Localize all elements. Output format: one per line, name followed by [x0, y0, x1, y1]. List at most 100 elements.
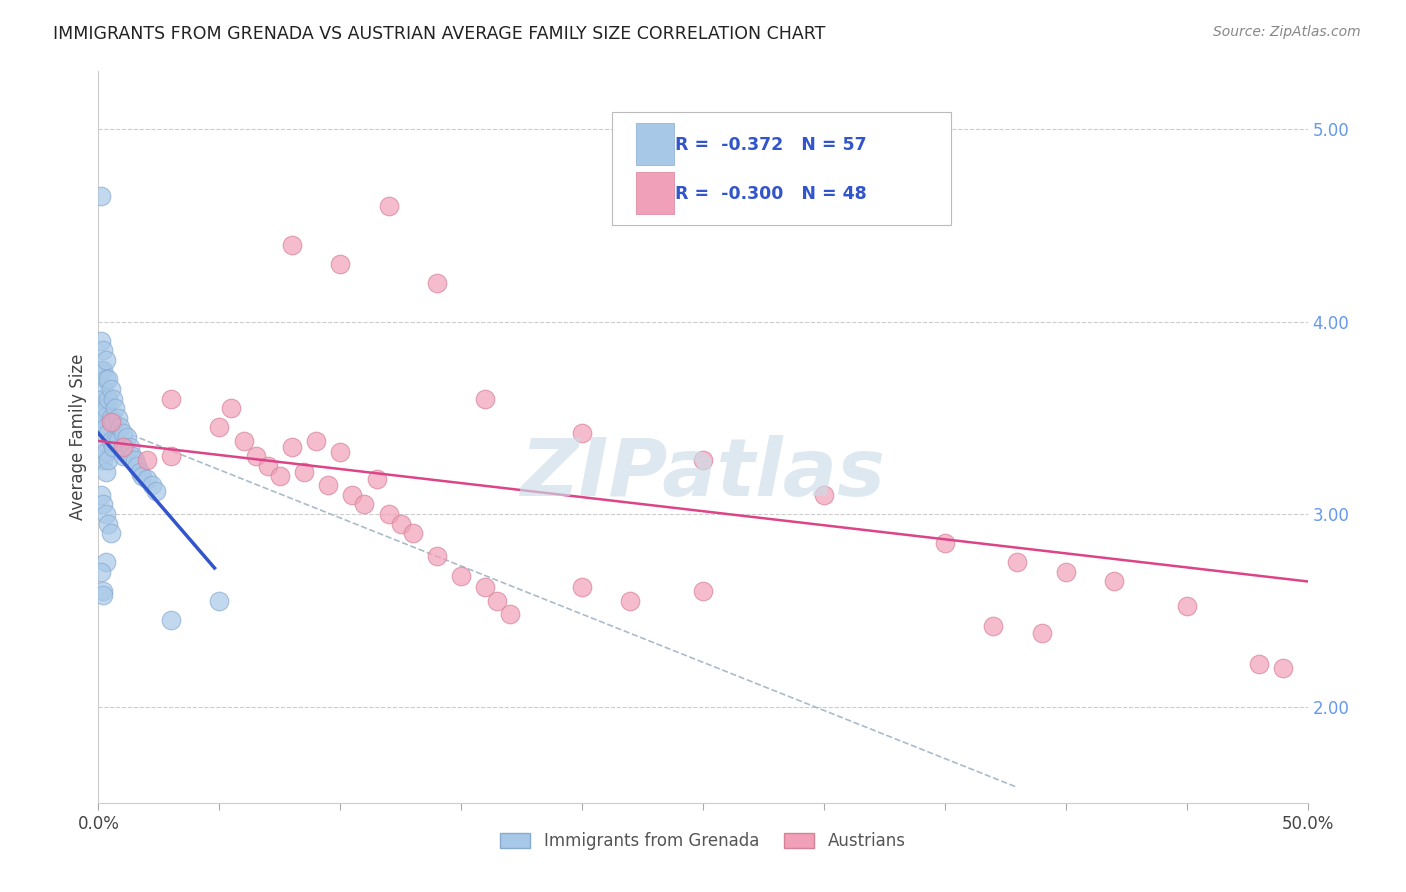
Point	[91, 392, 114, 406]
Point	[94, 401, 117, 416]
FancyBboxPatch shape	[613, 112, 950, 225]
Point	[256, 458, 278, 473]
Point	[101, 392, 124, 406]
Point	[94, 555, 117, 569]
Text: ZIPatlas: ZIPatlas	[520, 434, 886, 513]
Point	[94, 353, 117, 368]
Point	[208, 593, 231, 607]
Point	[1175, 599, 1198, 614]
Point	[426, 276, 449, 290]
Point	[1054, 565, 1077, 579]
Point	[232, 434, 254, 448]
Point	[94, 445, 117, 459]
Point	[208, 420, 231, 434]
Point	[1102, 574, 1125, 589]
Point	[160, 613, 183, 627]
Point	[90, 362, 112, 376]
Point	[114, 440, 136, 454]
Point	[91, 498, 114, 512]
Y-axis label: Average Family Size: Average Family Size	[69, 354, 87, 520]
Point	[124, 453, 146, 467]
Point	[934, 536, 956, 550]
Point	[692, 453, 714, 467]
Point	[135, 472, 157, 486]
Text: R =  -0.372   N = 57: R = -0.372 N = 57	[675, 136, 866, 153]
Point	[90, 420, 112, 434]
Point	[97, 453, 120, 467]
Point	[329, 257, 352, 271]
Point	[117, 430, 139, 444]
Point	[353, 498, 375, 512]
Point	[94, 372, 117, 386]
Point	[111, 426, 134, 441]
Point	[100, 410, 122, 425]
Point	[94, 420, 117, 434]
Point	[981, 618, 1004, 632]
Point	[91, 453, 114, 467]
Legend: Immigrants from Grenada, Austrians: Immigrants from Grenada, Austrians	[494, 825, 912, 856]
Point	[107, 410, 129, 425]
Point	[329, 445, 352, 459]
Point	[145, 483, 167, 498]
Point	[97, 372, 120, 386]
Point	[486, 593, 509, 607]
Point	[121, 450, 143, 464]
Point	[90, 334, 112, 348]
Point	[389, 516, 412, 531]
Point	[91, 343, 114, 358]
Point	[160, 392, 183, 406]
Bar	[637, 122, 675, 165]
Point	[107, 434, 129, 448]
Point	[111, 450, 134, 464]
Point	[450, 568, 472, 582]
Point	[127, 458, 149, 473]
Text: IMMIGRANTS FROM GRENADA VS AUSTRIAN AVERAGE FAMILY SIZE CORRELATION CHART: IMMIGRANTS FROM GRENADA VS AUSTRIAN AVER…	[53, 25, 825, 43]
Point	[108, 420, 131, 434]
Point	[91, 382, 114, 396]
Point	[97, 426, 120, 441]
Point	[111, 440, 134, 454]
Point	[101, 415, 124, 429]
Point	[377, 199, 399, 213]
Text: R =  -0.300   N = 48: R = -0.300 N = 48	[675, 185, 866, 203]
Point	[135, 453, 157, 467]
Point	[101, 440, 124, 454]
Point	[100, 415, 122, 429]
Point	[1272, 661, 1295, 675]
Point	[97, 392, 120, 406]
Point	[342, 488, 364, 502]
Point	[813, 488, 835, 502]
Point	[366, 472, 388, 486]
Point	[571, 426, 593, 441]
Point	[292, 465, 315, 479]
Point	[97, 516, 120, 531]
Point	[91, 410, 114, 425]
Point	[281, 237, 304, 252]
Point	[377, 507, 399, 521]
Point	[1031, 626, 1053, 640]
Point	[100, 382, 122, 396]
Point	[474, 392, 496, 406]
Point	[281, 440, 304, 454]
Point	[1007, 555, 1029, 569]
Point	[91, 362, 114, 376]
Point	[94, 507, 117, 521]
Point	[90, 488, 112, 502]
Point	[141, 478, 163, 492]
Point	[94, 465, 117, 479]
Point	[221, 401, 243, 416]
Point	[474, 580, 496, 594]
Point	[91, 584, 114, 599]
Point	[498, 607, 520, 622]
Point	[118, 440, 141, 454]
Point	[692, 584, 714, 599]
Point	[91, 588, 114, 602]
Point	[305, 434, 328, 448]
Point	[269, 468, 291, 483]
Point	[90, 189, 112, 203]
Point	[90, 565, 112, 579]
Point	[90, 401, 112, 416]
Point	[619, 593, 641, 607]
Point	[402, 526, 425, 541]
Point	[104, 401, 127, 416]
